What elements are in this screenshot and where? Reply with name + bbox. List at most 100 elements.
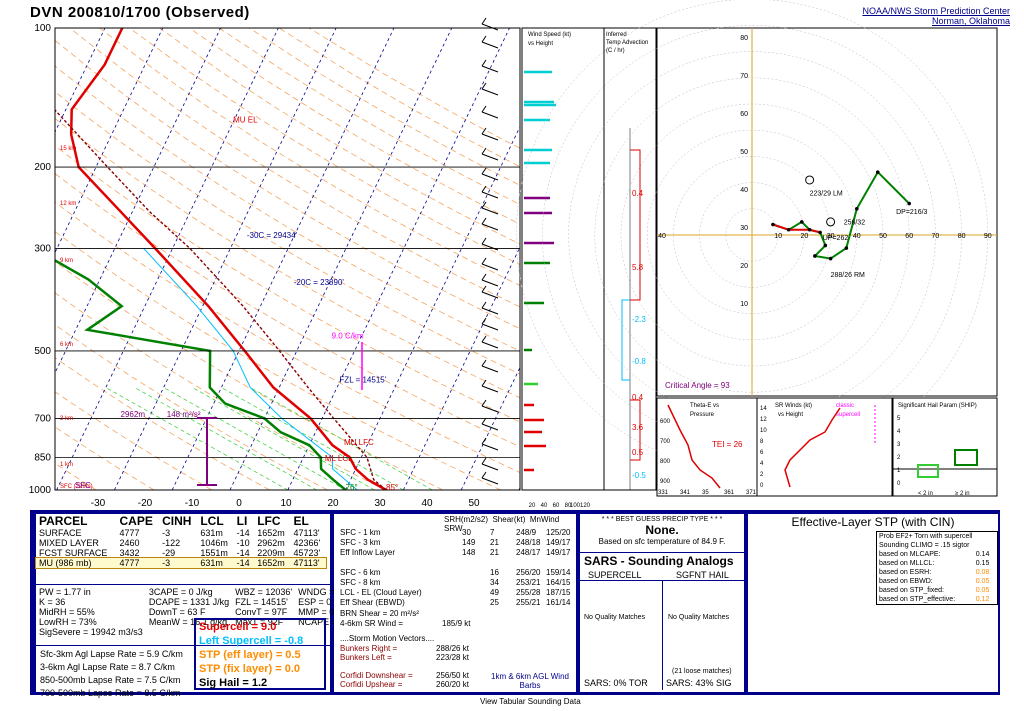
hodograph-label: 256/32 (844, 220, 866, 227)
sr46-value: 185/9 kt (442, 619, 471, 628)
wind-barb-flag (481, 417, 487, 425)
isotherm (345, 125, 520, 490)
table-row: LCL - EL (Cloud Layer) 49 255/28 187/15 (340, 588, 574, 598)
height-label: 15 km (60, 146, 76, 152)
height-label: 12 km (60, 201, 76, 207)
table-row: Bunkers Left = 223/28 kt (340, 653, 480, 662)
stp-prob-box: Prob EF2+ Torn with supercell Sounding C… (876, 531, 998, 605)
isotherm (403, 246, 520, 490)
cell: 255/28 (516, 588, 541, 597)
height-label: SFC (229m) (60, 484, 93, 490)
hodograph-tick-label: 80 (958, 233, 966, 240)
stp-panel: Effective-Layer STP (with CIN) Prob EF2+… (748, 514, 998, 692)
skewt-annotation: SFC (75, 481, 91, 490)
dry-adiabat (189, 28, 520, 225)
lapse-700500: 700-500mb Lapse Rate = 8.5 C/km (40, 688, 181, 698)
kin-rows: SFC - 1 km 30 7 248/9 125/20 SFC - 3 km 149 21 2… (340, 528, 574, 608)
cell: 631m (200, 558, 223, 568)
wind-barb-flag (481, 335, 487, 343)
wind-barb-flag (481, 147, 487, 155)
wind-barb-staff (481, 65, 499, 73)
temp-adv-bar (630, 149, 641, 301)
temp-tick-label: 50 (468, 498, 480, 509)
ship-frame (892, 397, 998, 497)
cell: -14 (236, 548, 250, 558)
precip-value: None. (645, 523, 679, 537)
cell: 288/26 kt (436, 644, 469, 653)
tabular-data-link[interactable]: View Tabular Sounding Data (480, 697, 581, 706)
divider (662, 580, 663, 690)
supercell-value: Supercell = 9.0 (199, 621, 277, 633)
cell: 30 (462, 528, 471, 537)
hodograph-tick-label: 60 (905, 233, 913, 240)
ship-cat: ≥ 2 in (955, 491, 970, 497)
cell: -14 (236, 558, 250, 568)
no-match-hail: No Quality Matches (668, 614, 730, 621)
sars-sig: SARS: 43% SIG (666, 678, 732, 688)
cell: 34 (490, 578, 499, 587)
wind-barb-staff (481, 173, 499, 181)
skewt-plot (55, 28, 520, 490)
cell: 1046m (200, 538, 228, 548)
pressure-tick-label: 100 (34, 23, 51, 34)
hdr-cape: CAPE (119, 514, 153, 528)
hdr-srw: SRW (444, 524, 463, 533)
cell: MU (986 mb) (39, 558, 92, 568)
cell: 16 (490, 568, 499, 577)
height-label: 9 km (60, 258, 73, 264)
cell: 256/20 (516, 568, 541, 577)
cell: Corfidi Downshear = (340, 671, 413, 680)
cell: 149/17 (546, 548, 571, 557)
isotherm (55, 28, 221, 374)
table-row: based on ESRH: 0.08 (877, 568, 995, 577)
analogs-col1: SUPERCELL (588, 570, 642, 580)
prob-table: based on MLCAPE: 0.14 based on MLLCL: 0.15… (877, 550, 995, 604)
cell: 149 (462, 538, 476, 547)
isotherm (460, 366, 520, 490)
norman-link[interactable]: Norman, Oklahoma (931, 16, 1010, 26)
wind-barb-flag (481, 317, 487, 325)
wind-barb-flag (481, 273, 487, 281)
table-row: Corfidi Downshear = 256/50 kt (340, 671, 480, 680)
height-label: 6 km (60, 342, 73, 348)
table-row: Eff Inflow Layer 148 21 248/17 149/17 (340, 548, 574, 558)
hodograph-point (771, 222, 775, 227)
table-row: PW = 1.77 in 3CAPE = 0 J/kg WBZ = 12036' WN… (36, 587, 360, 597)
pressure-tick-label: 700 (34, 413, 51, 424)
pressure-tick-label: 300 (34, 243, 51, 254)
dry-adiabat (55, 292, 386, 490)
cell: 248/18 (516, 538, 541, 547)
hdr-mnwind: MnWind (529, 515, 560, 524)
hodograph-point (807, 227, 812, 232)
cell: 49 (490, 588, 499, 597)
wind-barb-flag (481, 257, 487, 265)
hdr-li: LI (236, 514, 248, 528)
cell: 3432 (119, 548, 140, 558)
skewt-frame (54, 27, 521, 491)
table-row-mu: MU (986 mb) 4777 -3 631m -14 1652m 47113' (35, 557, 327, 569)
cell: 248/17 (516, 548, 541, 557)
ship-cat: < 2 in (918, 491, 933, 497)
spc-link[interactable]: NOAA/NWS Storm Prediction Center (862, 6, 1010, 16)
kin-headers: SRH(m2/s2) Shear(kt) MnWind SRW (444, 515, 576, 533)
temp-adv-value: -2.3 (632, 315, 646, 324)
temp-adv-title3: (C / hr) (606, 48, 625, 54)
wind-barb-staff (481, 263, 499, 271)
cell: ConvT = 97F (235, 607, 288, 617)
sr-h-tick: 14 (760, 406, 767, 412)
cell: WBZ = 12036' (235, 587, 293, 597)
cell: MaxT = 92F (235, 617, 284, 627)
temp-adv-value: 0.5 (632, 448, 644, 457)
cell: -3 (162, 528, 171, 538)
hodograph-tick-label: 50 (879, 233, 887, 240)
stp-fix-value: STP (fix layer) = 0.0 (199, 663, 300, 675)
wind-barb-staff (481, 207, 499, 215)
cell: 47113' (293, 558, 320, 568)
hdr-el: EL (293, 514, 309, 528)
cell: based on MLCAPE: (879, 551, 941, 558)
table-row: SFC - 8 km 34 253/21 164/15 (340, 578, 574, 588)
dry-adiabat (99, 28, 520, 286)
sr-winds-title: SR Winds (kt) (775, 403, 812, 409)
isotherm (287, 28, 510, 490)
theta-e-x-tick: 361 (724, 490, 735, 496)
